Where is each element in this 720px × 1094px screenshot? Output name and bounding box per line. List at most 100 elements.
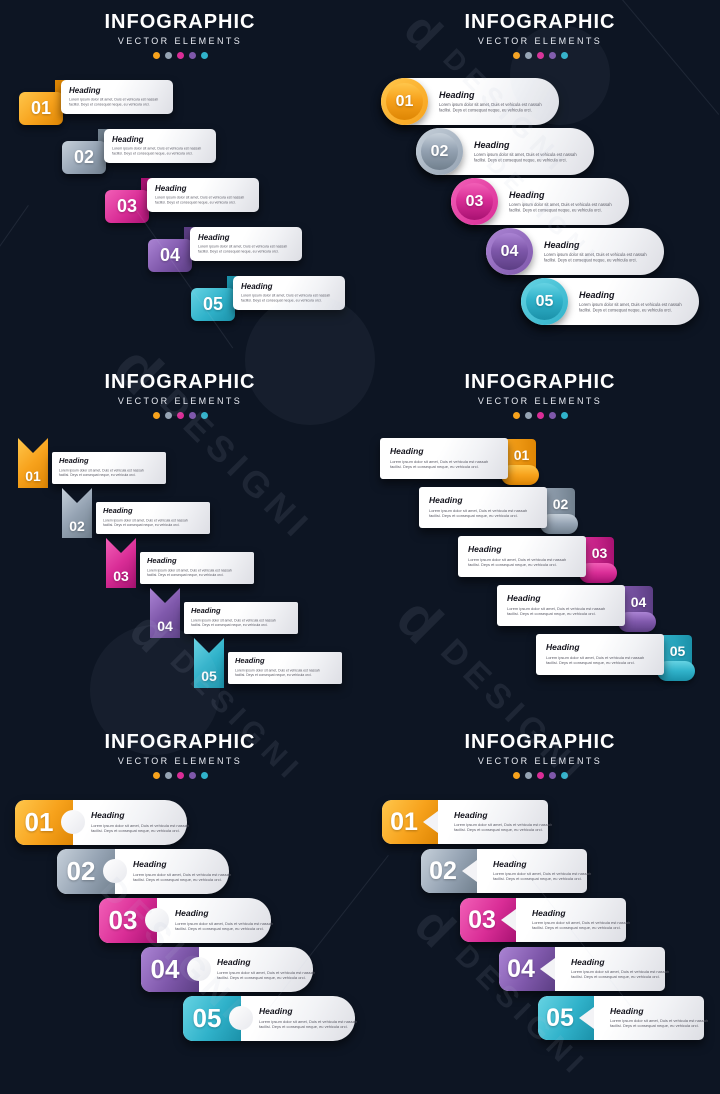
step-card: 03 Heading Lorem ipsum dolor sit amet, Dui… [99, 898, 273, 943]
step-body-line: facilisi. Deys et consequat neque, eu ve… [493, 877, 582, 882]
step-text: Heading Lorem ipsum dolor sit amet, Duis … [69, 86, 165, 108]
step-body-line: facilisi. Deys et consequat neque, eu ve… [112, 151, 193, 156]
step-body-lines: Lorem ipsum dolor sit amet, Duis et vehi… [259, 1019, 370, 1030]
panel-items: 01 Heading Lorem ipsum dolor sit amet, Dui… [0, 360, 360, 720]
step-body-lines: Lorem ipsum dolor sit amet, Duis et vehi… [509, 202, 651, 213]
step-text: Heading Lorem ipsum dolor sit amet, Duis … [259, 996, 357, 1041]
step-body: Lorem ipsum dolor sit amet, Duis et vehi… [532, 920, 630, 931]
color-dots [0, 412, 360, 419]
step-heading: Heading [69, 85, 101, 95]
step-body-line: Lorem ipsum dolor sit amet, Duis et vehi… [59, 468, 144, 472]
panel-title: INFOGRAPHIC [464, 371, 616, 393]
step-heading: Heading [235, 656, 265, 666]
step-card: 02 Heading Lorem ipsum dolor sit amet, Dui… [421, 849, 591, 893]
step-card: 05 Heading Lorem ipsum dolor sit amet, Dui… [183, 996, 357, 1041]
panel-middle-right: INFOGRAPHIC VECTOR ELEMENTS 01 Heading Lor… [360, 360, 720, 720]
step-text: Heading Lorem ipsum dolor sit amet, Duis … [439, 90, 549, 113]
step-text: Heading Lorem ipsum dolor sit amet, Duis … [509, 190, 619, 213]
step-text: Heading Lorem ipsum dolor sit amet, Duis … [198, 233, 294, 255]
step-body: Lorem ipsum dolor sit amet, Duis et vehi… [112, 146, 208, 157]
legend-dot [548, 772, 556, 779]
step-body: Lorem ipsum dolor sit amet, Duis et vehi… [175, 921, 273, 932]
step-body-lines: Lorem ipsum dolor sit amet, Duis et vehi… [544, 252, 686, 263]
step-body-line: facilisi. Deys et consequat neque, eu ve… [474, 158, 567, 163]
panel-subtitle: VECTOR ELEMENTS [477, 396, 603, 406]
step-body: Lorem ipsum dolor sit amet, Duis et vehi… [91, 823, 189, 834]
step-body-lines: Lorem ipsum dolor sit amet, Duis et vehi… [112, 146, 220, 156]
step-body: Lorem ipsum dolor sit amet, Duis et vehi… [468, 557, 576, 568]
step-body: Lorem ipsum dolor sit amet, Duis et vehi… [259, 1019, 357, 1030]
step-body-lines: Lorem ipsum dolor sit amet, Duis et vehi… [217, 970, 328, 981]
legend-dot [200, 52, 208, 59]
step-body-line: Lorem ipsum dolor sit amet, Duis et vehi… [474, 152, 577, 158]
step-text: Heading Lorem ipsum dolor sit amet, Duis … [112, 135, 208, 157]
step-heading: Heading [532, 907, 566, 918]
step-body-lines: Lorem ipsum dolor sit amet, Duis et vehi… [579, 302, 720, 313]
legend-dot [176, 772, 184, 779]
step-body-lines: Lorem ipsum dolor sit amet, Duis et vehi… [474, 152, 616, 163]
step-heading: Heading [571, 956, 605, 967]
step-card: Heading Lorem ipsum dolor sit amet, Duis … [61, 80, 173, 114]
panel-top-left: INFOGRAPHIC VECTOR ELEMENTS 01 Heading Lor… [0, 0, 360, 360]
step-number-circle: 01 [386, 83, 423, 120]
step-body-line: facilisi. Deys et consequat neque, eu ve… [191, 622, 268, 627]
step-card: Heading Lorem ipsum dolor sit amet, Duis … [228, 652, 342, 684]
step-card: Heading Lorem ipsum dolor sit amet, Duis … [96, 502, 210, 534]
step-number-circle: 02 [421, 133, 458, 170]
legend-dot [152, 772, 160, 779]
step-body-line: Lorem ipsum dolor sit amet, Duis et vehi… [69, 97, 159, 102]
step-body-line: Lorem ipsum dolor sit amet, Duis et vehi… [217, 970, 316, 975]
step-body: Lorem ipsum dolor sit amet, Duis et vehi… [474, 152, 584, 163]
step-body-line: facilisi. Deys et consequat neque, eu ve… [544, 258, 637, 263]
step-card: 05 Heading Lorem ipsum dolor sit amet, Dui… [538, 996, 708, 1040]
step-card: 01 Heading Lorem ipsum dolor sit amet, Dui… [15, 800, 189, 845]
step-body-line: facilisi. Deys et consequat neque, eu ve… [259, 1024, 348, 1030]
step-body-lines: Lorem ipsum dolor sit amet, Duis et vehi… [59, 468, 165, 477]
step-heading: Heading [509, 189, 545, 200]
panel-header: INFOGRAPHIC VECTOR ELEMENTS [360, 11, 720, 59]
panel-items: Heading Lorem ipsum dolor sit amet, Duis … [360, 0, 720, 360]
step-ribbon: 04 [150, 588, 180, 638]
step-number-ribbon: 01 [25, 468, 41, 484]
legend-dot [524, 52, 532, 59]
step-text: Heading Lorem ipsum dolor sit amet, Duis … [103, 507, 203, 529]
step-body-lines: Lorem ipsum dolor sit amet, Duis et vehi… [390, 459, 523, 470]
step-ribbon: 05 [194, 638, 224, 688]
step-body-line: Lorem ipsum dolor sit amet, Duis et vehi… [91, 823, 190, 828]
step-number-block: 03 [468, 906, 496, 934]
legend-dot [536, 772, 544, 779]
step-body-lines: Lorem ipsum dolor sit amet, Duis et vehi… [493, 871, 599, 882]
step-number-block: 01 [24, 807, 54, 837]
step-heading: Heading [91, 810, 125, 821]
color-dots [0, 772, 360, 779]
step-body-lines: Lorem ipsum dolor sit amet, Duis et vehi… [175, 921, 286, 932]
step-curl [501, 465, 539, 485]
panel-header: INFOGRAPHIC VECTOR ELEMENTS [360, 731, 720, 779]
step-body: Lorem ipsum dolor sit amet, Duis et vehi… [579, 302, 689, 313]
step-body-line: Lorem ipsum dolor sit amet, Duis et vehi… [175, 921, 274, 926]
legend-dot [152, 52, 160, 59]
step-number-ribbon: 05 [201, 668, 217, 684]
step-card: 01 Heading Lorem ipsum dolor sit amet, Dui… [382, 800, 552, 844]
step-heading: Heading [493, 858, 527, 869]
step-heading: Heading [191, 606, 221, 616]
step-text: Heading Lorem ipsum dolor sit amet, Duis … [474, 140, 584, 163]
legend-dot [164, 52, 172, 59]
step-body: Lorem ipsum dolor sit amet, Duis et vehi… [147, 568, 247, 579]
step-heading: Heading [454, 809, 488, 820]
step-body-lines: Lorem ipsum dolor sit amet, Duis et vehi… [532, 920, 638, 931]
step-body-line: Lorem ipsum dolor sit amet, Duis et vehi… [103, 518, 188, 522]
step-number-circle: 03 [456, 183, 493, 220]
step-body-line: Lorem ipsum dolor sit amet, Duis et vehi… [259, 1019, 358, 1024]
step-card: 04 Heading Lorem ipsum dolor sit amet, Dui… [499, 947, 669, 991]
panel-header: INFOGRAPHIC VECTOR ELEMENTS [0, 11, 360, 59]
panel-subtitle: VECTOR ELEMENTS [477, 36, 603, 46]
step-body-line: Lorem ipsum dolor sit amet, Duis et vehi… [241, 293, 331, 298]
step-body-line: Lorem ipsum dolor sit amet, Duis et vehi… [571, 969, 670, 975]
step-text: Heading Lorem ipsum dolor sit amet, Duis … [147, 557, 247, 579]
legend-dot [560, 772, 568, 779]
step-body-line: Lorem ipsum dolor sit amet, Duis et vehi… [468, 557, 567, 562]
step-card: Heading Lorem ipsum dolor sit amet, Duis … [458, 536, 586, 577]
step-heading: Heading [155, 183, 187, 193]
